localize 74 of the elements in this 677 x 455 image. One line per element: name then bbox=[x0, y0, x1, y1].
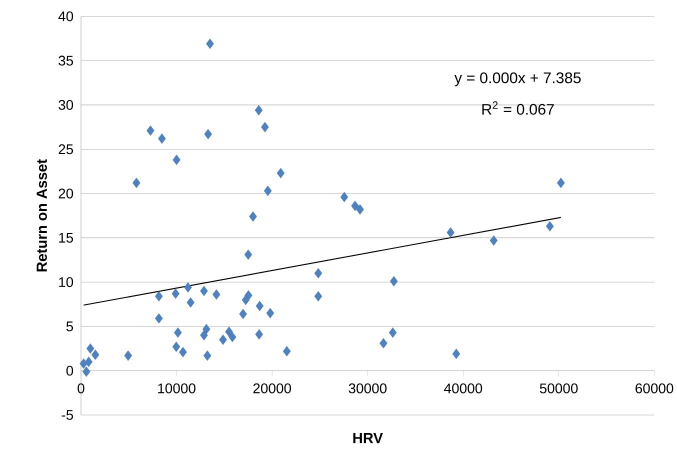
point bbox=[186, 297, 194, 308]
x-tick-label: 0 bbox=[78, 383, 84, 394]
point bbox=[244, 250, 252, 260]
point bbox=[172, 288, 180, 299]
point bbox=[546, 221, 554, 232]
point bbox=[155, 291, 163, 302]
point bbox=[314, 291, 322, 302]
y-tick-label: 40 bbox=[58, 11, 74, 22]
point bbox=[388, 328, 397, 338]
y-tick-label: 35 bbox=[58, 56, 74, 66]
x-tick-label: 60000 bbox=[636, 383, 674, 394]
point bbox=[242, 294, 250, 305]
point bbox=[86, 343, 94, 354]
point bbox=[340, 192, 348, 202]
point bbox=[557, 178, 565, 188]
y-tick-label: 20 bbox=[58, 188, 74, 198]
point bbox=[264, 186, 272, 196]
point bbox=[239, 308, 247, 320]
point bbox=[490, 235, 498, 246]
y-tick-label: 0 bbox=[66, 366, 74, 376]
point bbox=[202, 324, 210, 334]
point bbox=[249, 211, 257, 222]
point bbox=[351, 200, 359, 211]
point bbox=[276, 168, 285, 178]
point bbox=[203, 350, 212, 361]
point bbox=[172, 342, 180, 352]
x-tick-label: 40000 bbox=[444, 383, 482, 394]
point bbox=[256, 300, 264, 312]
point bbox=[254, 105, 263, 116]
point bbox=[158, 134, 166, 144]
point bbox=[446, 227, 454, 238]
point bbox=[184, 282, 192, 292]
x-tick-label: 30000 bbox=[348, 383, 387, 394]
x-axis-title: HRV bbox=[353, 433, 383, 444]
point bbox=[172, 154, 180, 165]
point bbox=[380, 338, 388, 348]
y-tick-label: 15 bbox=[59, 232, 74, 243]
point bbox=[225, 326, 233, 337]
point bbox=[124, 350, 132, 361]
point bbox=[314, 268, 322, 278]
point bbox=[266, 308, 274, 318]
point bbox=[204, 129, 212, 140]
point bbox=[219, 334, 227, 345]
point bbox=[206, 38, 214, 49]
point bbox=[282, 346, 291, 356]
point bbox=[356, 204, 364, 215]
point bbox=[91, 350, 100, 360]
point bbox=[200, 286, 208, 296]
point bbox=[212, 289, 220, 300]
x-tick-label: 10000 bbox=[158, 383, 196, 394]
point bbox=[179, 347, 187, 358]
point bbox=[155, 313, 163, 324]
point bbox=[228, 332, 236, 342]
y-axis-title: Return on Asset bbox=[36, 159, 47, 272]
point bbox=[84, 356, 93, 367]
y-tick-label: 5 bbox=[66, 322, 74, 332]
y-tick-label: 30 bbox=[58, 100, 74, 110]
y-tick-label: 10 bbox=[59, 277, 74, 288]
point bbox=[82, 366, 90, 377]
y-tick-label: 25 bbox=[58, 144, 74, 154]
y-tick-label: -5 bbox=[62, 410, 74, 420]
point bbox=[261, 122, 269, 132]
point bbox=[146, 126, 154, 136]
point bbox=[174, 328, 182, 338]
x-tick-label: 20000 bbox=[253, 383, 292, 394]
x-tick-label: 50000 bbox=[540, 383, 578, 394]
point bbox=[132, 178, 140, 188]
point bbox=[390, 276, 398, 286]
annotation: R$^{2}$ = 0.067 bbox=[482, 101, 554, 115]
annotation: y = 0.000x + 7.385 bbox=[454, 72, 581, 86]
point bbox=[452, 348, 460, 359]
point bbox=[80, 358, 88, 369]
point bbox=[255, 329, 263, 340]
point bbox=[200, 330, 208, 340]
